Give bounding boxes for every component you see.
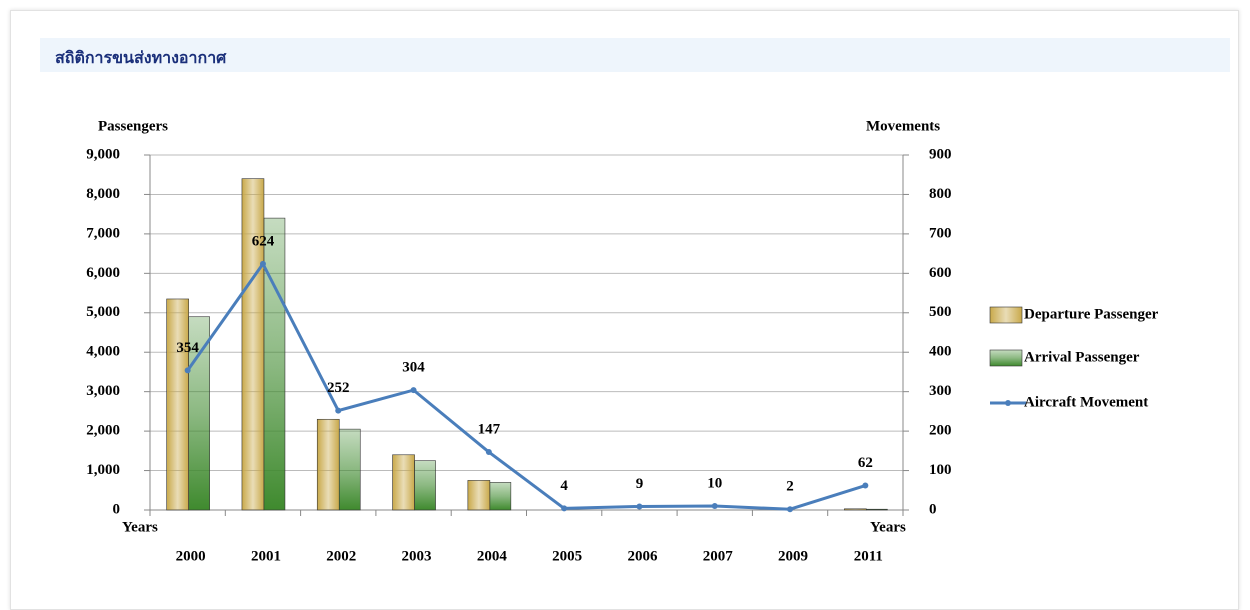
line-point bbox=[561, 505, 568, 512]
x-axis-label: Years bbox=[870, 519, 906, 535]
y2-tick-label: 400 bbox=[929, 344, 952, 360]
line-point bbox=[259, 260, 266, 267]
data-label: 9 bbox=[636, 476, 644, 492]
data-label: 62 bbox=[858, 455, 873, 471]
y-tick-label: 2,000 bbox=[86, 423, 120, 439]
y-tick-label: 4,000 bbox=[86, 344, 120, 360]
y-tick-label: 3,000 bbox=[86, 383, 120, 399]
line-point bbox=[335, 407, 342, 414]
y-tick-label: 7,000 bbox=[86, 225, 120, 241]
bar bbox=[316, 418, 340, 511]
x-tick-label: 2009 bbox=[778, 548, 808, 564]
y-tick-label: 0 bbox=[113, 501, 121, 517]
bar bbox=[866, 508, 888, 511]
line-point bbox=[184, 367, 191, 374]
data-label: 304 bbox=[402, 360, 425, 376]
y-tick-label: 5,000 bbox=[86, 304, 120, 320]
data-label: 10 bbox=[707, 475, 722, 491]
bar bbox=[241, 178, 265, 511]
y2-tick-label: 900 bbox=[929, 146, 952, 162]
line-point bbox=[787, 506, 794, 513]
legend-label: Aircraft Movement bbox=[1024, 394, 1148, 410]
bar bbox=[467, 480, 491, 511]
y-tick-label: 8,000 bbox=[86, 186, 120, 202]
bar bbox=[392, 454, 415, 511]
x-tick-label: 2005 bbox=[552, 548, 582, 564]
line-point bbox=[410, 387, 417, 394]
line-point bbox=[862, 482, 869, 489]
bar bbox=[338, 428, 361, 511]
x-axis-label: Years bbox=[122, 519, 158, 535]
line-point bbox=[636, 503, 643, 510]
data-label: 624 bbox=[252, 233, 275, 249]
x-tick-label: 2001 bbox=[251, 548, 281, 564]
data-label: 252 bbox=[327, 380, 350, 396]
page-title: สถิติการขนส่งทางอากาศ bbox=[55, 48, 227, 67]
line bbox=[186, 260, 866, 511]
legend-marker bbox=[1005, 400, 1011, 406]
y2-tick-label: 700 bbox=[929, 225, 952, 241]
bar bbox=[489, 482, 512, 511]
x-tick-label: 2004 bbox=[477, 548, 508, 564]
line-point bbox=[485, 449, 492, 456]
bar bbox=[414, 460, 436, 511]
y2-tick-label: 800 bbox=[929, 186, 952, 202]
x-tick-label: 2011 bbox=[854, 548, 883, 564]
legend-swatch bbox=[989, 349, 1023, 367]
y2-tick-label: 200 bbox=[929, 423, 952, 439]
y2-tick-label: 600 bbox=[929, 265, 952, 281]
y-tick-label: 6,000 bbox=[86, 265, 120, 281]
legend-label: Departure Passenger bbox=[1024, 306, 1159, 322]
x-tick-label: 2006 bbox=[627, 548, 658, 564]
x-tick-label: 2007 bbox=[703, 548, 734, 564]
y2-tick-label: 500 bbox=[929, 304, 952, 320]
x-tick-label: 2000 bbox=[176, 548, 206, 564]
y-tick-label: 9,000 bbox=[86, 146, 120, 162]
x-tick-label: 2003 bbox=[402, 548, 432, 564]
bar bbox=[844, 508, 867, 511]
y-axis-label: Passengers bbox=[98, 118, 168, 134]
header-bar: สถิติการขนส่งทางอากาศ bbox=[40, 38, 1230, 72]
legend-swatch bbox=[989, 306, 1023, 324]
y2-axis-label: Movements bbox=[866, 118, 940, 134]
data-label: 4 bbox=[560, 478, 568, 494]
data-label: 2 bbox=[786, 479, 794, 495]
bar bbox=[188, 316, 210, 511]
y2-tick-label: 0 bbox=[929, 501, 937, 517]
y2-tick-label: 100 bbox=[929, 462, 952, 478]
bar bbox=[263, 217, 286, 511]
x-tick-label: 2002 bbox=[326, 548, 356, 564]
y-tick-label: 1,000 bbox=[86, 462, 120, 478]
y2-tick-label: 300 bbox=[929, 383, 952, 399]
bar bbox=[166, 298, 189, 511]
data-label: 147 bbox=[478, 421, 501, 437]
data-label: 354 bbox=[176, 340, 199, 356]
line-point bbox=[711, 503, 718, 510]
legend-label: Arrival Passenger bbox=[1024, 349, 1140, 365]
